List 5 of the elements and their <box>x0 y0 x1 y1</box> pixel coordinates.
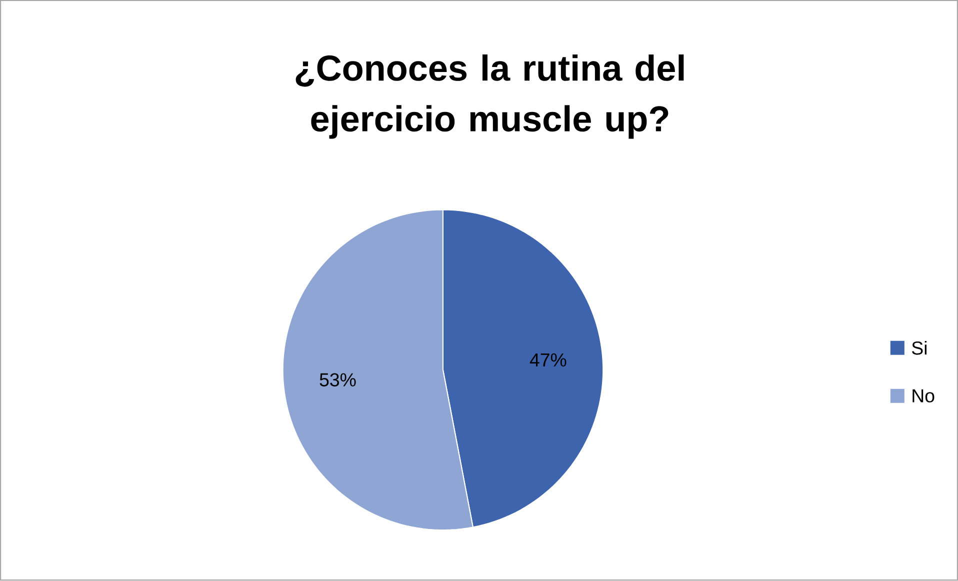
chart-title: ¿Conoces la rutina del ejercicio muscle up? <box>296 54 684 139</box>
legend-label: No <box>912 390 934 403</box>
data-label: 53% <box>320 373 356 387</box>
data-label: 47% <box>530 354 566 367</box>
legend-label: Si <box>912 341 926 355</box>
